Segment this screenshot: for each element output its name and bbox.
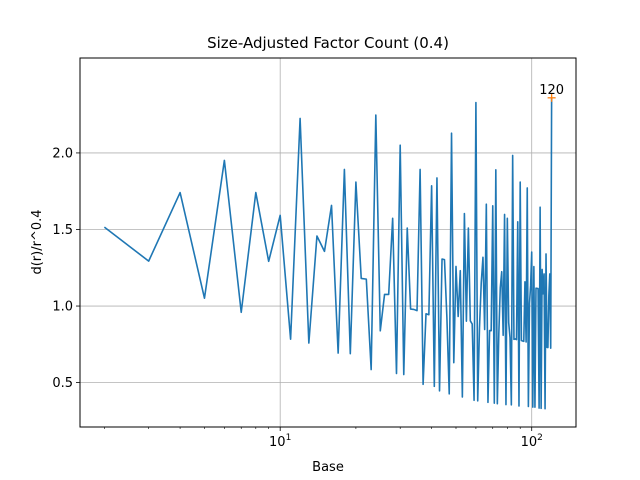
chart-title: Size-Adjusted Factor Count (0.4) (207, 34, 449, 52)
y-tick-label: 2.0 (52, 146, 73, 161)
series-line (103, 97, 553, 410)
annotations: 120 (539, 83, 564, 102)
y-tick-label: 0.5 (52, 376, 73, 391)
max-point-label: 120 (539, 83, 564, 98)
plot-frame (79, 57, 577, 428)
y-tick-label: 1.0 (52, 300, 73, 315)
x-tick-label: 101 (269, 433, 291, 450)
x-tick-label-exponent: 1 (286, 433, 292, 443)
x-tick-label-base: 10 (521, 435, 538, 450)
x-tick-label-exponent: 2 (537, 433, 543, 443)
y-axis-ticks: 0.5 1.0 1.5 2.0 (52, 146, 80, 391)
x-axis-label: Base (312, 460, 344, 475)
y-tick-label: 1.5 (52, 223, 73, 238)
x-axis-ticks: 101 102 (104, 427, 543, 450)
x-tick-label: 102 (521, 433, 543, 450)
x-tick-label-base: 10 (269, 435, 286, 450)
y-axis-label: d(r)/r^0.4 (30, 209, 45, 274)
series-group (103, 97, 553, 410)
